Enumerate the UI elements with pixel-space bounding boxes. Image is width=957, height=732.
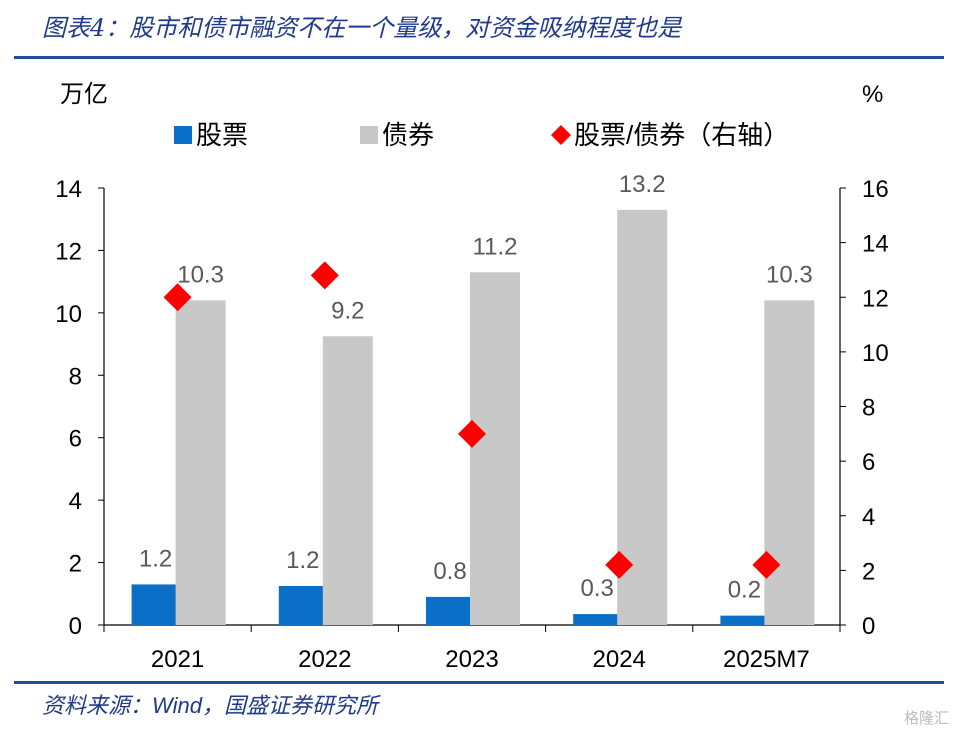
- data-label-stock: 0.3: [581, 575, 614, 602]
- legend-swatch-1: [360, 126, 378, 144]
- bar-bond: [470, 272, 520, 625]
- x-tick-label: 2025M7: [723, 646, 810, 673]
- source-suffix: ，国盛证券研究所: [201, 694, 378, 719]
- bar-stock: [426, 596, 472, 625]
- x-tick-label: 2022: [298, 646, 351, 673]
- x-tick-label: 2023: [445, 646, 498, 673]
- legend-swatch-0: [174, 126, 192, 144]
- y-right-tick-label: 2: [862, 558, 875, 585]
- legend-label-2: 股票/债券（右轴）: [574, 120, 789, 150]
- bar-stock: [720, 615, 767, 625]
- y-left-tick-label: 14: [55, 176, 82, 203]
- x-tick-label: 2024: [593, 646, 646, 673]
- y-right-tick-label: 6: [862, 449, 875, 476]
- y-left-tick-label: 0: [69, 613, 82, 640]
- x-tick-label: 2021: [151, 646, 204, 673]
- data-label-stock: 0.2: [728, 577, 761, 604]
- bar-bond: [175, 300, 226, 625]
- y-left-tick-label: 2: [69, 551, 82, 578]
- data-label-bond: 11.2: [473, 233, 518, 260]
- source-wind: Wind: [152, 693, 202, 718]
- bar-stock: [131, 584, 178, 625]
- data-label-bond: 13.2: [619, 171, 666, 198]
- figure-title: 图表4：股市和债市融资不在一个量级，对资金吸纳程度也是: [42, 14, 682, 42]
- y-right-tick-label: 16: [862, 176, 889, 203]
- bar-bond: [322, 336, 373, 625]
- legend-label-0: 股票: [196, 120, 248, 150]
- top-rule: [14, 56, 944, 59]
- y-axis-left-title: 万亿: [60, 81, 108, 108]
- y-left-tick-label: 12: [55, 238, 82, 265]
- chart: 万亿 % 股票 债券 股票/债券（右轴） 0 2 4 6 8 10 12 14 0 2 4 6 8 10 12 14 16…: [55, 81, 889, 673]
- legend-swatch-2: [551, 125, 571, 145]
- bar-stock: [573, 614, 620, 625]
- y-right-tick-label: 4: [862, 504, 875, 531]
- y-right-tick-label: 12: [862, 285, 889, 312]
- data-label-stock: 0.8: [433, 558, 466, 585]
- y-right-tick-label: 14: [862, 231, 889, 258]
- y-right-tick-label: 8: [862, 395, 875, 422]
- y-axis-right-title: %: [862, 81, 883, 108]
- y-right-tick-label: 10: [862, 340, 889, 367]
- bar-bond: [617, 209, 668, 625]
- marker-ratio: [310, 261, 339, 290]
- source-prefix: 资料来源：: [42, 694, 153, 719]
- data-label-bond: 10.3: [177, 261, 224, 288]
- marker-ratio: [458, 419, 486, 448]
- watermark: 格隆汇: [903, 709, 949, 727]
- bottom-rule: [14, 681, 944, 684]
- marker-ratio: [605, 550, 634, 579]
- bar-stock: [278, 585, 325, 625]
- marker-ratio: [163, 283, 192, 312]
- y-left-tick-label: 6: [69, 426, 82, 453]
- y-left-tick-label: 4: [69, 488, 82, 515]
- bar-bond: [764, 300, 815, 625]
- data-label-bond: 10.3: [766, 261, 813, 288]
- data-label-bond: 9.2: [331, 297, 364, 324]
- data-label-stock: 1.2: [286, 547, 319, 574]
- marker-ratio: [752, 550, 781, 579]
- y-left-tick-label: 8: [69, 363, 82, 390]
- source-note: 资料来源：Wind，国盛证券研究所: [42, 688, 378, 720]
- legend-label-1: 债券: [382, 120, 434, 150]
- data-label-stock: 1.2: [139, 545, 172, 572]
- y-right-tick-label: 0: [862, 613, 875, 640]
- y-left-tick-label: 10: [55, 301, 82, 328]
